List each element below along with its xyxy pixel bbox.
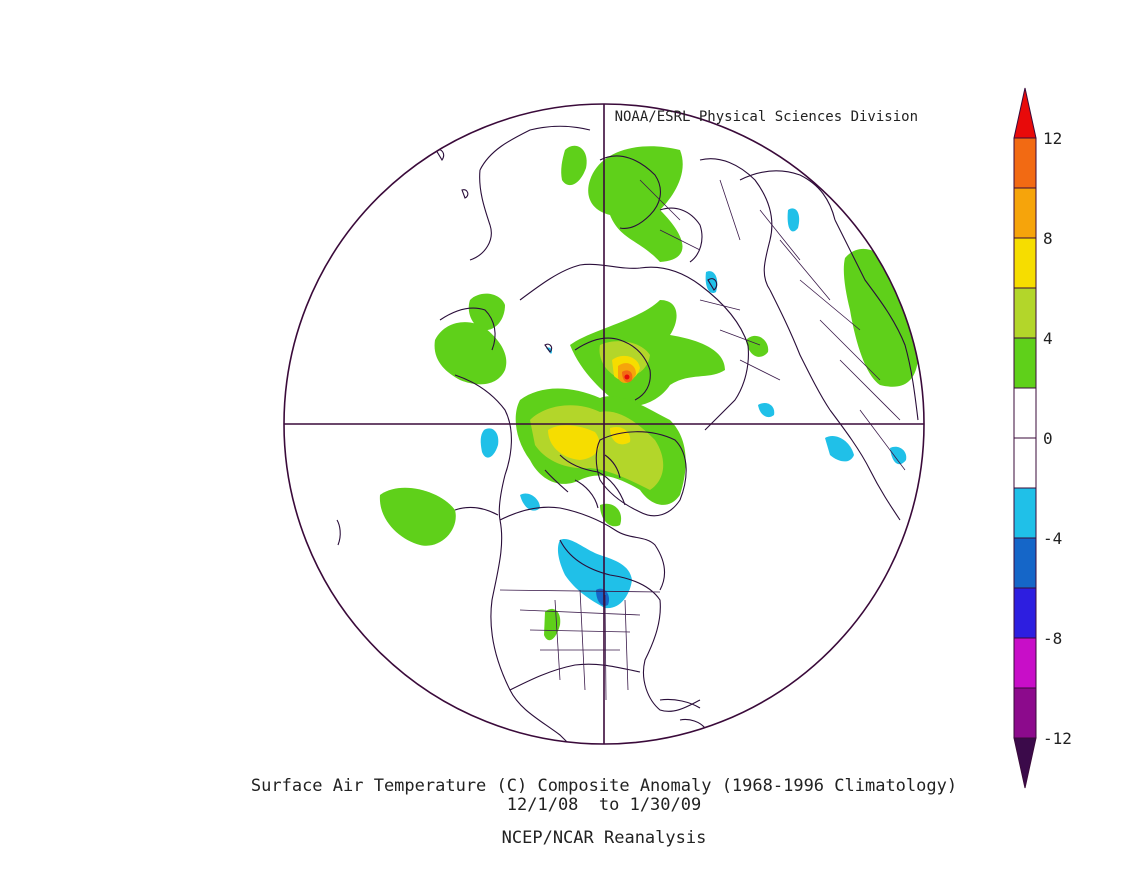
warm-anomaly-6-8 (548, 425, 600, 460)
colorbar-bin (1013, 287, 1037, 339)
caption-title: Surface Air Temperature (C) Composite An… (251, 776, 957, 796)
cold-anomaly-canada (557, 538, 632, 609)
cold-anomaly-arabia (890, 446, 907, 465)
colorbar-over-arrow (1013, 87, 1037, 139)
colorbar-bin (1013, 537, 1037, 589)
cold-anomaly-east-asia (758, 403, 775, 418)
colorbar-tick-label: 8 (1043, 229, 1053, 248)
warm-anomaly-north-atlantic (561, 145, 587, 186)
colorbar-bin (1013, 187, 1037, 239)
colorbar-labels: 12 8 4 0 -4 -8 -12 (1043, 129, 1072, 748)
warm-anomaly-6-8-b (610, 426, 631, 445)
credit-text: NOAA/ESRL Physical Sciences Division (615, 109, 918, 125)
polar-map (284, 104, 924, 744)
cold-anomaly-yukon (520, 493, 540, 511)
colorbar-bin (1013, 137, 1037, 189)
caption-source: NCEP/NCAR Reanalysis (502, 828, 707, 848)
anomaly-shading (379, 145, 918, 641)
colorbar-bin (1013, 687, 1037, 739)
warm-anomaly-pacific (379, 487, 456, 546)
warm-anomaly-china (746, 335, 769, 357)
colorbar-tick-label: 4 (1043, 329, 1053, 348)
colorbar-under-arrow (1013, 737, 1037, 789)
warm-anomaly-greenland-edge (600, 503, 622, 527)
cold-anomaly-hudson (596, 588, 610, 606)
caption-dates: 12/1/08 to 1/30/09 (507, 795, 701, 815)
colorbar-tick-label: 0 (1043, 429, 1053, 448)
colorbar: 12 8 4 0 -4 -8 -12 (1013, 87, 1072, 789)
cold-anomaly-mideast (825, 435, 854, 462)
colorbar-tick-label: -4 (1043, 529, 1062, 548)
warm-anomaly-alaska (434, 322, 507, 385)
coastlines (336, 125, 919, 744)
colorbar-bin (1013, 337, 1037, 389)
colorbar-bin (1013, 587, 1037, 639)
colorbar-tick-label: -8 (1043, 629, 1062, 648)
colorbar-bin (1013, 237, 1037, 289)
colorbar-tick-label: 12 (1043, 129, 1062, 148)
cold-anomaly-siberia (705, 271, 718, 294)
map-border (283, 103, 925, 745)
cold-anomaly-alaska (480, 428, 499, 458)
colorbar-bin (1013, 637, 1037, 689)
colorbar-bins (1013, 137, 1037, 739)
colorbar-tick-label: -12 (1043, 729, 1072, 748)
colorbar-bin (1013, 387, 1037, 439)
political-boundaries (499, 179, 906, 701)
colorbar-bin (1013, 437, 1037, 489)
warm-anomaly-peak (624, 374, 630, 380)
warm-anomaly-india (843, 248, 918, 387)
warm-anomaly-scandinavia (588, 146, 683, 262)
cold-anomaly-europe (787, 208, 800, 232)
colorbar-bin (1013, 487, 1037, 539)
